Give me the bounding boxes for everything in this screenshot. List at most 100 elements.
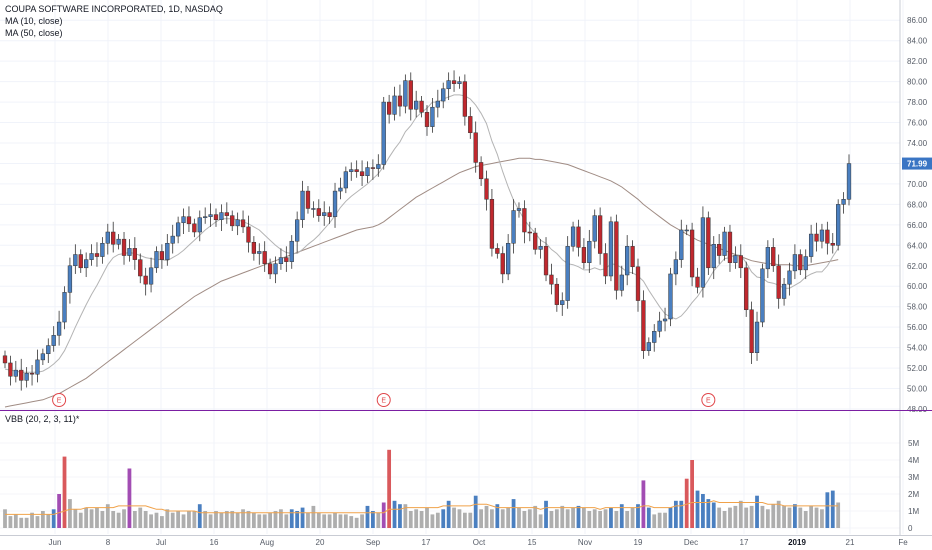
candle (635, 258, 641, 312)
candle (717, 234, 722, 264)
candle (630, 240, 635, 274)
time-tick-label: 16 (210, 538, 219, 547)
price-tick-label: 76.00 (907, 119, 928, 128)
candle (148, 257, 154, 293)
candle (19, 358, 24, 391)
last-price-tag: 71.99 (902, 157, 932, 170)
candle (781, 278, 787, 306)
candle (527, 221, 532, 242)
candle (419, 95, 424, 118)
earnings-marker[interactable]: E (701, 393, 716, 407)
candle (67, 257, 73, 304)
volume-bar (425, 507, 429, 528)
time-tick-label: 15 (528, 538, 537, 547)
volume-bar (273, 511, 278, 528)
candle (706, 211, 711, 275)
volume-bar (603, 509, 608, 528)
price-legend: COUPA SOFTWARE INCORPORATED, 1D, NASDAQ … (5, 3, 223, 39)
volume-bar (506, 507, 511, 528)
time-tick-label: Fe (898, 538, 908, 547)
volume-bar (251, 512, 256, 528)
volume-bar (527, 509, 532, 528)
volume-bar (154, 512, 159, 528)
volume-bar (814, 507, 819, 528)
earnings-marker[interactable]: E (52, 393, 67, 407)
candle (722, 226, 727, 261)
volume-bar (392, 500, 397, 528)
price-tick-label: 56.00 (907, 323, 928, 332)
volume-bar (349, 516, 354, 528)
candle (468, 107, 473, 139)
candle (94, 242, 100, 267)
volume-bar (300, 507, 305, 528)
volume-bar (544, 500, 548, 528)
price-tick-label: 66.00 (907, 221, 928, 230)
volume-bar (749, 505, 754, 528)
volume-bar (268, 512, 272, 528)
volume-bar (197, 504, 202, 528)
volume-bar (246, 511, 251, 528)
volume-bar (295, 511, 300, 528)
volume-bar (825, 492, 830, 528)
candle (451, 70, 457, 92)
time-tick-label: 20 (316, 538, 325, 547)
candle (181, 208, 186, 235)
volume-bar (338, 514, 343, 528)
candle (338, 177, 343, 200)
time-tick-label: 8 (106, 538, 111, 547)
price-tick-label: 64.00 (907, 241, 928, 250)
candle (522, 200, 527, 244)
candle (787, 262, 792, 296)
legend-ma10: MA (10, close) (5, 16, 63, 26)
volume-bar (414, 509, 419, 528)
earnings-label: E (706, 398, 711, 405)
candle (543, 237, 549, 282)
candle (841, 192, 846, 214)
volume-bar (327, 514, 332, 528)
volume-bar (706, 499, 711, 528)
volume-bar (322, 514, 327, 528)
volume-bar (398, 504, 402, 528)
volume-bar (100, 511, 105, 528)
volume-bar (40, 511, 45, 528)
candle (89, 244, 94, 266)
volume-bar (176, 511, 181, 528)
candle (397, 84, 403, 117)
candle (111, 221, 116, 253)
volume-bar (598, 511, 603, 528)
candle (500, 246, 505, 284)
candle (814, 222, 819, 252)
candle (711, 236, 716, 280)
volume-bar (511, 499, 516, 528)
volume-bar (701, 494, 705, 528)
candle (803, 249, 808, 280)
candle (262, 241, 267, 272)
candle (408, 72, 413, 121)
volume-bar (68, 499, 72, 528)
time-tick-label: 17 (422, 538, 431, 547)
volume-bar (798, 507, 803, 528)
volume-bar (306, 512, 310, 528)
ma10-line-layer (4, 94, 839, 373)
volume-bar (760, 505, 765, 528)
volume-bar (430, 514, 435, 528)
volume-bar (517, 507, 521, 528)
candle (24, 367, 29, 388)
volume-bar (619, 504, 624, 528)
candle (489, 189, 495, 257)
candle (343, 166, 348, 194)
volume-bar (170, 512, 175, 528)
legend-volume: VBB (20, 2, 3, 11)* (5, 414, 80, 424)
volume-bar (803, 511, 808, 528)
candle (441, 82, 446, 109)
legend-ma50: MA (50, close) (5, 28, 63, 38)
volume-bar (19, 517, 24, 528)
volume-bar (560, 505, 565, 528)
volume-bar (782, 505, 786, 528)
volume-bar (241, 509, 245, 528)
earnings-marker[interactable]: E (376, 393, 391, 407)
volume-bar (592, 509, 597, 528)
volume-bar (365, 505, 370, 528)
